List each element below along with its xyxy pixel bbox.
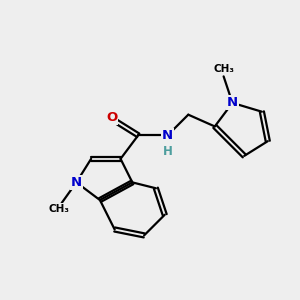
Text: N: N	[162, 129, 173, 142]
Text: H: H	[163, 145, 172, 158]
Text: N: N	[227, 96, 238, 110]
Text: CH₃: CH₃	[48, 204, 69, 214]
Text: O: O	[106, 111, 117, 124]
Text: N: N	[71, 176, 82, 189]
Text: CH₃: CH₃	[213, 64, 234, 74]
